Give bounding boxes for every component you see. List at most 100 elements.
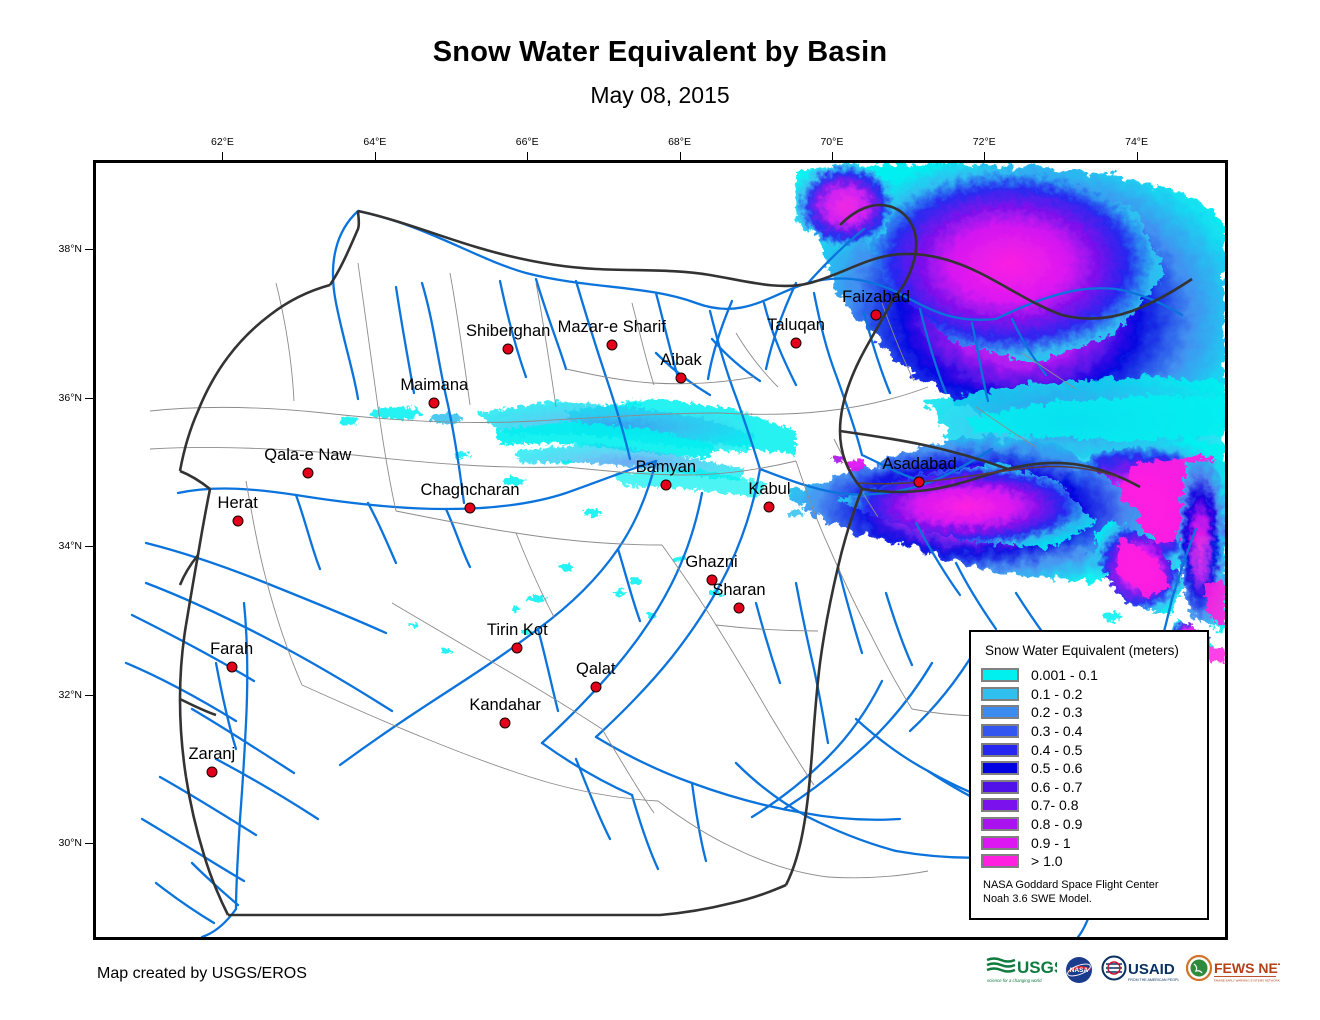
city-marker-herat[interactable]	[232, 515, 244, 527]
city-marker-kabul[interactable]	[763, 501, 775, 513]
latitude-tick-label: 32°N	[58, 688, 82, 701]
legend-note-line1: NASA Goddard Space Flight Center	[983, 878, 1159, 891]
legend-row: 0.4 - 0.5	[981, 740, 1197, 759]
legend-row: > 1.0	[981, 852, 1197, 871]
city-marker-asadabad[interactable]	[913, 476, 925, 488]
city-marker-tirin-kot[interactable]	[511, 642, 523, 654]
city-marker-bamyan[interactable]	[660, 479, 672, 491]
usaid-logo: USAID FROM THE AMERICAN PEOPLE	[1101, 953, 1179, 987]
nasa-logo-graphic: NASA	[1066, 957, 1092, 983]
city-marker-kandahar[interactable]	[499, 717, 511, 729]
legend-label: > 1.0	[1031, 853, 1063, 870]
longitude-tick	[831, 152, 833, 160]
city-marker-faizabad[interactable]	[870, 309, 882, 320]
nasa-logo: NASA	[1064, 953, 1094, 987]
legend-label: 0.001 - 0.1	[1031, 667, 1098, 684]
city-marker-farah[interactable]	[226, 661, 238, 673]
map-canvas	[96, 163, 1225, 937]
city-marker-zaranj[interactable]	[206, 766, 218, 778]
city-label-ghazni: Ghazni	[685, 552, 738, 571]
city-marker-aibak[interactable]	[675, 372, 687, 384]
legend-row: 0.9 - 1	[981, 833, 1197, 852]
city-marker-qalat[interactable]	[590, 681, 602, 693]
fews-net-logo-tagline: FAMINE EARLY WARNING SYSTEMS NETWORK	[1214, 979, 1280, 983]
longitude-tick-label: 66°E	[515, 136, 539, 148]
latitude-tick	[85, 843, 93, 845]
longitude-tick	[679, 152, 681, 160]
nasa-logo-text: NASA	[1070, 967, 1089, 974]
legend-row: 0.3 - 0.4	[981, 722, 1197, 741]
legend-row: 0.8 - 0.9	[981, 815, 1197, 834]
latitude-tick	[85, 546, 93, 548]
legend-swatch	[981, 724, 1019, 739]
usaid-logo-graphic: USAID FROM THE AMERICAN PEOPLE	[1101, 955, 1179, 982]
legend-swatch	[981, 705, 1019, 720]
fews-net-logo-text: FEWS NET	[1214, 960, 1280, 976]
legend-row: 0.001 - 0.1	[981, 666, 1197, 685]
usaid-logo-tagline: FROM THE AMERICAN PEOPLE	[1128, 978, 1179, 982]
city-label-maimana: Maimana	[400, 375, 469, 394]
legend-row: 0.5 - 0.6	[981, 759, 1197, 778]
legend-label: 0.3 - 0.4	[1031, 723, 1083, 740]
legend-label: 0.8 - 0.9	[1031, 816, 1083, 833]
legend-swatch	[981, 854, 1019, 869]
city-label-herat: Herat	[217, 494, 258, 513]
longitude-tick-label: 62°E	[211, 136, 234, 148]
legend-label: 0.2 - 0.3	[1031, 704, 1083, 721]
legend-row: 0.1 - 0.2	[981, 685, 1197, 704]
city-marker-maimana[interactable]	[428, 397, 440, 409]
legend-swatch	[981, 686, 1019, 701]
usaid-logo-text: USAID	[1128, 961, 1175, 978]
agency-logo-strip: USGS science for a changing world NASA U…	[985, 950, 1280, 990]
city-marker-taluqan[interactable]	[790, 337, 802, 349]
city-label-kabul: Kabul	[748, 479, 791, 498]
fews-net-logo: FEWS NET FAMINE EARLY WARNING SYSTEMS NE…	[1186, 953, 1280, 987]
longitude-tick	[374, 152, 376, 160]
latitude-tick-label: 30°N	[58, 837, 82, 850]
city-marker-sharan[interactable]	[733, 602, 745, 614]
city-label-asadabad: Asadabad	[882, 454, 957, 473]
legend-source-note: NASA Goddard Space Flight Center Noah 3.…	[983, 878, 1197, 906]
legend-swatch	[981, 817, 1019, 832]
city-marker-chaghcharan[interactable]	[464, 502, 476, 514]
longitude-tick-label: 64°E	[363, 136, 387, 148]
legend-label: 0.1 - 0.2	[1031, 685, 1083, 702]
legend-swatch	[981, 761, 1019, 776]
country-border	[178, 203, 1193, 917]
legend-panel: Snow Water Equivalent (meters) 0.001 - 0…	[969, 630, 1209, 920]
usgs-logo-text: USGS	[1017, 958, 1057, 977]
map-graphics	[124, 163, 1225, 937]
city-label-sharan: Sharan	[712, 580, 766, 599]
longitude-tick	[222, 152, 224, 160]
map-credit: Map created by USGS/EROS	[97, 965, 307, 982]
city-marker-qala-e-naw[interactable]	[302, 467, 314, 479]
longitude-tick-label: 74°E	[1125, 136, 1149, 148]
latitude-tick-label: 36°N	[58, 391, 82, 404]
usgs-logo-graphic: USGS science for a changing world	[986, 957, 1057, 983]
city-label-farah: Farah	[210, 640, 254, 659]
longitude-tick	[984, 152, 986, 160]
city-marker-ghazni[interactable]	[706, 574, 718, 586]
city-label-taluqan: Taluqan	[767, 315, 825, 334]
page-title: Snow Water Equivalent by Basin	[432, 36, 888, 68]
city-label-tirin-kot: Tirin Kot	[486, 621, 548, 640]
longitude-tick-label: 72°E	[972, 136, 996, 148]
legend-label: 0.9 - 1	[1031, 834, 1071, 851]
city-label-mazar-e-sharif: Mazar-e Sharif	[557, 317, 666, 336]
longitude-tick-label: 70°E	[820, 136, 844, 148]
latitude-tick	[85, 397, 93, 399]
legend-label: 0.7- 0.8	[1031, 797, 1079, 814]
city-label-bamyan: Bamyan	[635, 458, 697, 477]
legend-label: 0.4 - 0.5	[1031, 741, 1083, 758]
legend-row: 0.6 - 0.7	[981, 778, 1197, 797]
city-marker-mazar-e-sharif[interactable]	[606, 339, 618, 351]
city-label-zaranj: Zaranj	[188, 745, 236, 764]
usgs-logo: USGS science for a changing world	[985, 953, 1057, 987]
legend-row: 0.7- 0.8	[981, 796, 1197, 815]
legend-label: 0.6 - 0.7	[1031, 778, 1083, 795]
latitude-tick	[85, 249, 93, 251]
snow-raster-layer	[338, 163, 1225, 663]
city-marker-shiberghan[interactable]	[502, 343, 514, 355]
usgs-logo-tagline: science for a changing world	[987, 978, 1042, 983]
city-label-shiberghan: Shiberghan	[465, 321, 551, 340]
